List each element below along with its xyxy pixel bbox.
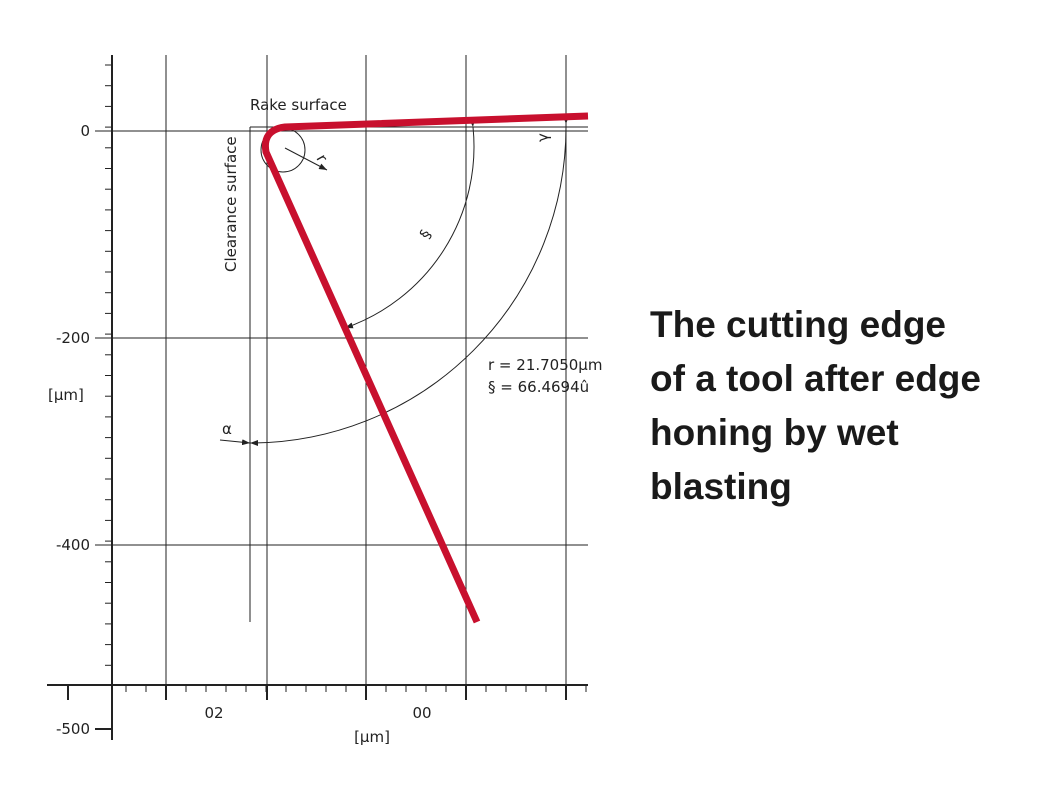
x-tick-label: 00 [412,704,431,722]
diagram: Rake surface Clearance surface r § γ α r… [47,55,602,746]
x-tick-label: 02 [204,704,223,722]
clearance-angle-symbol: α [222,420,232,438]
caption: The cutting edge of a tool after edge ho… [650,304,981,507]
rake-angle-symbol: γ [534,133,552,142]
tool-profile [261,112,589,624]
radius-readout: r = 21.7050µm [488,356,602,374]
y-tick-label: -500 [56,720,90,738]
y-tick-label: 0 [80,122,90,140]
radius-arrow [284,147,328,171]
clearance-arrow [219,439,251,446]
clearance-label: Clearance surface [222,136,240,272]
radius-symbol: r [313,151,332,166]
x-unit: [µm] [354,728,390,746]
rake-angle-arc [249,112,567,446]
wedge-symbol: § [416,227,435,242]
wedge-readout: § = 66.4694û [488,378,589,396]
wedge-arc [344,118,476,329]
y-tick-label: -200 [56,329,90,347]
y-unit: [µm] [48,386,84,404]
y-tick-label: -400 [56,536,90,554]
rake-label: Rake surface [250,96,347,114]
